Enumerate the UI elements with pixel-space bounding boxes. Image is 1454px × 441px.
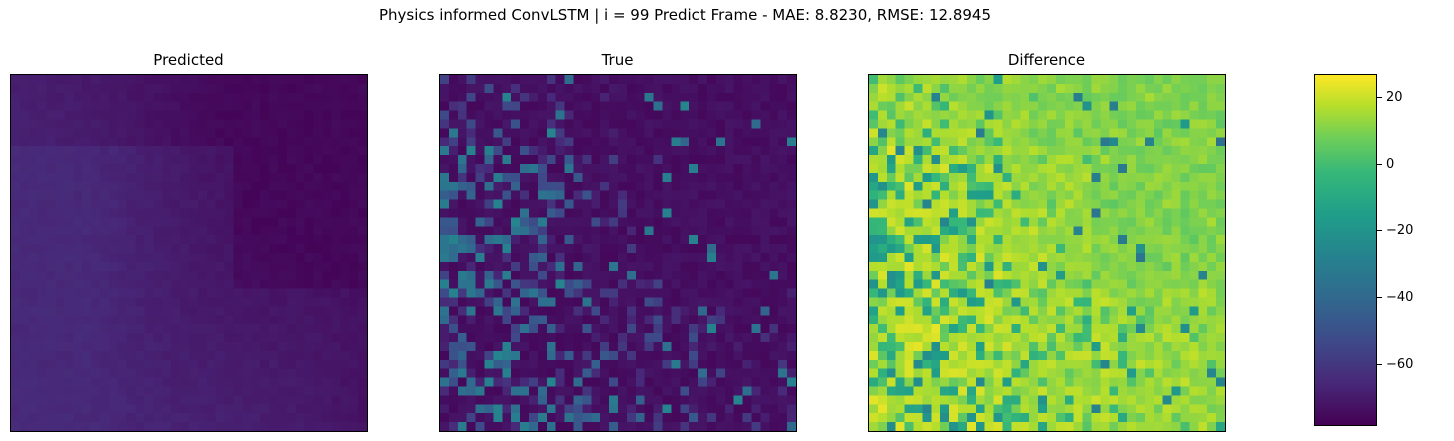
heatmap-predicted: [10, 74, 368, 432]
panel-title-predicted: Predicted: [10, 51, 367, 69]
colorbar-tick-label-minus-40: −40: [1386, 291, 1413, 304]
heatmap-predicted-canvas: [11, 75, 367, 431]
panel-title-true: True: [439, 51, 796, 69]
colorbar-tick-20: [1377, 97, 1382, 98]
colorbar-tick-label-20: 20: [1386, 91, 1403, 104]
colorbar-tick-label-minus-20: −20: [1386, 224, 1413, 237]
colorbar-tick-minus-60: [1377, 364, 1382, 365]
colorbar-tick-minus-20: [1377, 230, 1382, 231]
heatmap-difference-canvas: [869, 75, 1225, 431]
heatmap-difference: [868, 74, 1226, 432]
colorbar-tick-label-minus-60: −60: [1386, 358, 1413, 371]
figure-title: Physics informed ConvLSTM | i = 99 Predi…: [0, 6, 1370, 24]
colorbar: [1314, 74, 1377, 426]
colorbar-tick-minus-40: [1377, 297, 1382, 298]
panel-title-difference: Difference: [868, 51, 1225, 69]
colorbar-tick-label-0: 0: [1386, 158, 1394, 171]
heatmap-true-canvas: [440, 75, 796, 431]
colorbar-tick-0: [1377, 164, 1382, 165]
heatmap-true: [439, 74, 797, 432]
